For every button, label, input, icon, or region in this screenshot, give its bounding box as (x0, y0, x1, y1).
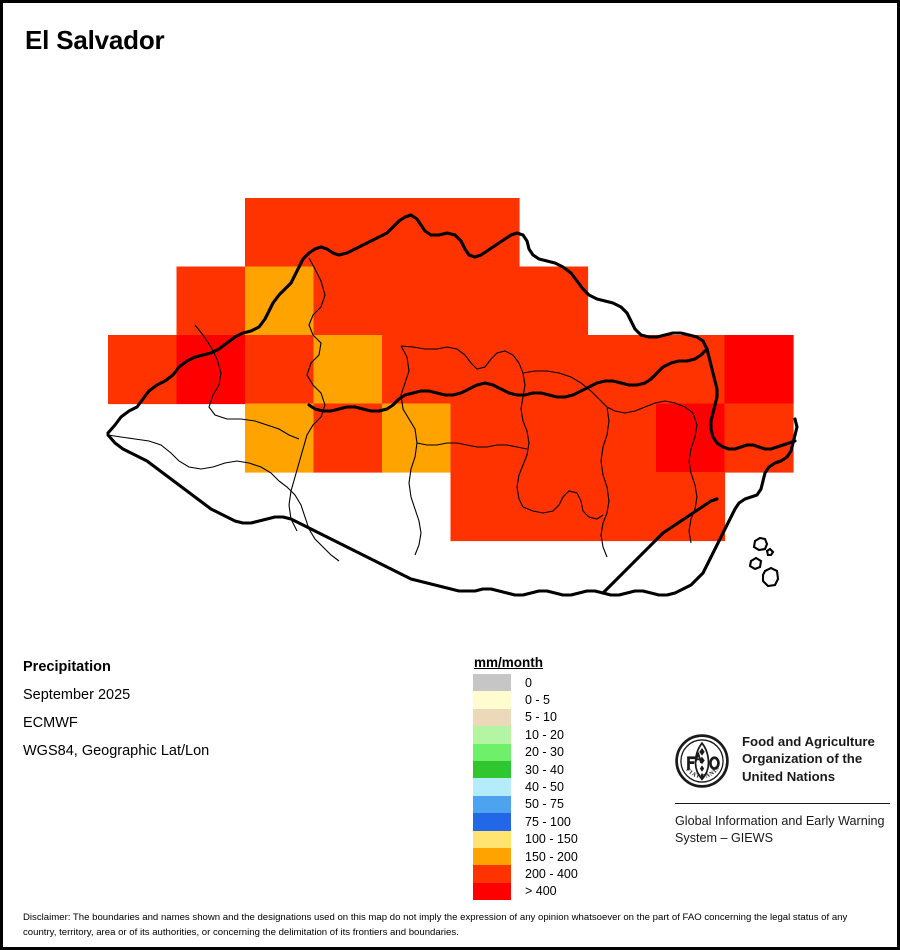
disclaimer-text: Disclaimer: The boundaries and names sho… (23, 912, 848, 938)
legend-label: 5 - 10 (525, 710, 557, 725)
legend-swatch (473, 847, 511, 866)
raster-cell (313, 403, 383, 473)
raster-cell (176, 266, 246, 336)
department-boundaries (107, 257, 698, 562)
legend-label: 30 - 40 (525, 762, 564, 777)
legend-row: > 400 (473, 882, 578, 901)
legend-row: 10 - 20 (473, 726, 578, 744)
fao-logo-icon: FIAT PANIS (675, 734, 729, 793)
legend-swatch (473, 691, 511, 709)
raster-cell (313, 198, 383, 268)
legend-swatch (473, 726, 511, 744)
legend-swatch (473, 743, 511, 761)
international-border (106, 213, 799, 597)
legend-row: 40 - 50 (473, 778, 578, 796)
legend-label: 200 - 400 (525, 866, 578, 881)
legend: mm/month 0 0 - 5 5 - 10 10 - 20 20 - 30 30 - … (473, 655, 578, 901)
legend-title: mm/month (474, 655, 543, 670)
legend-row: 75 - 100 (473, 813, 578, 831)
legend-row: 0 - 5 (473, 691, 578, 709)
fao-divider (675, 803, 890, 804)
legend-label: 40 - 50 (525, 780, 564, 795)
raster-cell (519, 472, 589, 542)
map-canvas[interactable] (3, 63, 897, 623)
legend-label: 0 (525, 675, 532, 690)
legend-swatch (473, 674, 511, 692)
legend-swatch (473, 795, 511, 814)
legend-row: 150 - 200 (473, 847, 578, 866)
legend-row: 50 - 75 (473, 795, 578, 814)
raster-cell (245, 335, 315, 405)
page-title: El Salvador (25, 25, 165, 55)
legend-label: 150 - 200 (525, 849, 578, 864)
raster-cell (108, 335, 178, 405)
raster-cell (587, 335, 657, 405)
raster-cell (382, 198, 452, 268)
fao-block: FIAT PANIS Food and Agriculture Organiza… (675, 733, 890, 846)
raster-cell (587, 472, 657, 542)
raster-cell (245, 266, 315, 336)
legend-rows: 0 0 - 5 5 - 10 10 - 20 20 - 30 30 - 40 40 - 50… (473, 674, 578, 901)
legend-swatch (473, 708, 511, 727)
legend-swatch (473, 760, 511, 779)
raster-cell (724, 335, 794, 405)
raster-cell (382, 266, 452, 336)
fao-organization-name: Food and Agriculture Organization of the… (742, 734, 875, 784)
info-period: September 2025 (23, 687, 131, 703)
raster-cell (519, 266, 589, 336)
raster-cell (519, 403, 589, 473)
legend-row: 200 - 400 (473, 865, 578, 883)
raster-cell (313, 266, 383, 336)
legend-row: 20 - 30 (473, 743, 578, 761)
precipitation-raster (108, 198, 794, 542)
info-source: ECMWF (23, 715, 78, 731)
raster-cell (656, 335, 726, 405)
info-variable: Precipitation (23, 659, 111, 675)
legend-label: 10 - 20 (525, 727, 564, 742)
raster-cell (245, 403, 315, 473)
legend-label: 100 - 150 (525, 832, 578, 847)
legend-swatch (473, 882, 511, 901)
raster-cell (587, 403, 657, 473)
raster-cell (724, 403, 794, 473)
legend-label: > 400 (525, 884, 557, 899)
legend-swatch (473, 865, 511, 883)
legend-label: 20 - 30 (525, 745, 564, 760)
raster-cell (313, 335, 383, 405)
legend-label: 75 - 100 (525, 814, 571, 829)
info-projection: WGS84, Geographic Lat/Lon (23, 743, 210, 759)
boundary-lines (106, 213, 799, 597)
legend-label: 0 - 5 (525, 693, 551, 708)
raster-cell (450, 266, 520, 336)
raster-cell (450, 198, 520, 268)
legend-swatch (473, 813, 511, 831)
raster-cell (245, 198, 315, 268)
legend-row: 30 - 40 (473, 760, 578, 779)
legend-row: 100 - 150 (473, 830, 578, 848)
raster-cell (450, 403, 520, 473)
legend-row: 0 (473, 674, 578, 692)
offshore-islands (748, 536, 780, 588)
info-block: Precipitation September 2025 ECMWF WGS84… (23, 659, 343, 771)
legend-swatch (473, 778, 511, 796)
legend-label: 50 - 75 (525, 797, 564, 812)
fao-system-name: Global Information and Early Warning Sys… (675, 814, 885, 845)
legend-row: 5 - 10 (473, 708, 578, 727)
raster-cell (450, 472, 520, 542)
legend-swatch (473, 830, 511, 848)
raster-cell (176, 335, 246, 405)
